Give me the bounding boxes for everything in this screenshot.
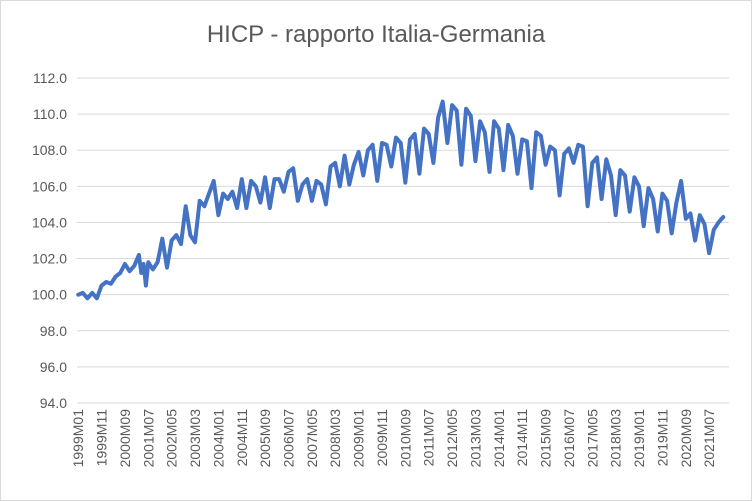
x-tick-label: 2002M05: [164, 409, 180, 468]
x-tick-label: 2009M01: [351, 409, 367, 468]
x-axis-ticks: 1999M01 1999M11 2000M09 2001M07 2002M05 2003M…: [70, 409, 717, 468]
x-tick-label: 2014M11: [514, 409, 530, 467]
x-tick-label: 2004M01: [210, 409, 226, 468]
x-tick-label: 2007M05: [304, 409, 320, 468]
x-tick-label: 2019M11: [654, 409, 670, 467]
y-tick-label: 102.0: [32, 251, 67, 267]
x-tick-label: 2014M01: [491, 409, 507, 468]
x-tick-label: 2005M09: [257, 409, 273, 468]
x-tick-label: 2013M03: [467, 409, 483, 468]
y-tick-label: 100.0: [32, 287, 67, 303]
x-tick-label: 2018M03: [608, 409, 624, 468]
x-tick-label: 1999M11: [94, 409, 110, 467]
y-tick-label: 104.0: [32, 214, 67, 230]
x-tick-label: 2009M11: [374, 409, 390, 467]
x-tick-label: 2006M07: [280, 409, 296, 468]
x-tick-label: 2003M03: [187, 409, 203, 468]
x-tick-label: 2015M09: [538, 409, 554, 468]
series-layer: [76, 99, 726, 301]
x-tick-label: 2000M09: [117, 409, 133, 468]
y-tick-label: 106.0: [32, 178, 67, 194]
y-tick-label: 96.0: [40, 359, 67, 375]
y-tick-label: 98.0: [40, 323, 67, 339]
x-tick-label: 2008M03: [327, 409, 343, 468]
y-tick-label: 94.0: [40, 395, 67, 411]
x-tick-label: 2021M07: [701, 409, 717, 468]
x-tick-label: 2011M07: [421, 409, 437, 467]
x-tick-label: 2017M05: [584, 409, 600, 468]
y-tick-label: 112.0: [33, 70, 67, 86]
x-tick-label: 2004M11: [234, 409, 250, 467]
x-tick-label: 1999M01: [70, 409, 86, 468]
x-tick-label: 2012M05: [444, 409, 460, 468]
x-tick-label: 2019M01: [631, 409, 647, 468]
chart-title: HICP - rapporto Italia-Germania: [206, 21, 546, 48]
x-tick-label: 2010M09: [397, 409, 413, 468]
y-tick-label: 108.0: [32, 142, 67, 158]
x-tick-label: 2016M07: [561, 409, 577, 468]
x-tick-label: 2001M07: [140, 409, 156, 468]
series-line: [76, 99, 726, 301]
x-tick-label: 2020M09: [678, 409, 694, 468]
y-axis-ticks: 94.0 96.0 98.0 100.0 102.0 104.0 106.0 108.0 110…: [32, 70, 67, 411]
y-tick-label: 110.0: [33, 106, 67, 122]
gridlines: [77, 77, 729, 404]
